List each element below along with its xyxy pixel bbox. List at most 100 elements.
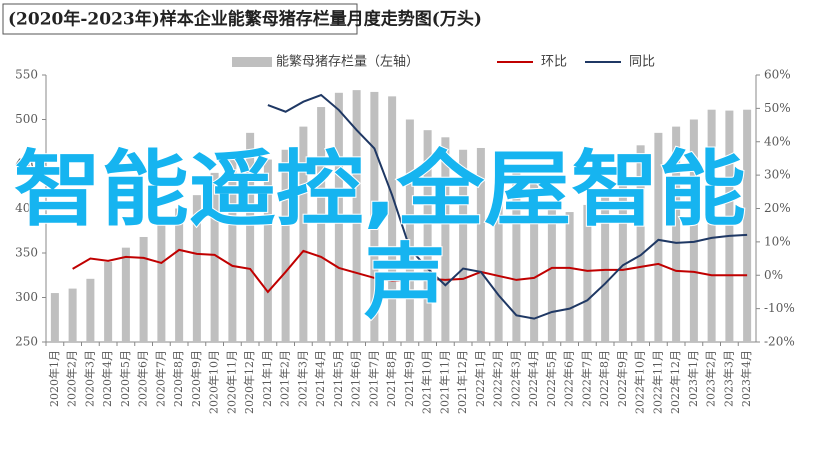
x-tick-label: 2021年10月 <box>420 350 434 414</box>
x-tick-label: 2022年1月 <box>473 350 487 407</box>
bar <box>654 132 663 342</box>
y2-tick-label: 0% <box>764 268 783 282</box>
x-tick-label: 2020年8月 <box>171 350 185 407</box>
bar <box>672 126 681 343</box>
bar <box>157 221 166 342</box>
bar <box>50 293 59 342</box>
y2-tick-label: 10% <box>764 234 791 248</box>
y2-tick-label: 60% <box>764 68 791 82</box>
bar <box>618 164 627 342</box>
bar <box>334 92 343 342</box>
bar <box>246 132 255 342</box>
bar <box>317 107 326 342</box>
x-tick-label: 2022年5月 <box>544 350 558 407</box>
line-series <box>72 248 748 294</box>
bar <box>405 119 414 342</box>
x-tick-label: 2021年11月 <box>437 350 451 414</box>
x-tick-label: 2022年4月 <box>526 350 540 407</box>
bar <box>352 90 361 342</box>
x-tick-label: 2022年9月 <box>615 350 629 407</box>
x-tick-label: 2021年6月 <box>349 350 363 407</box>
x-tick-label: 2021年3月 <box>295 350 309 407</box>
x-tick-label: 2022年6月 <box>562 350 576 407</box>
x-tick-label: 2020年6月 <box>136 350 150 407</box>
bar <box>476 147 485 342</box>
y-tick-label: 500 <box>15 112 38 126</box>
x-tick-label: 2020年7月 <box>153 350 167 407</box>
x-tick-label: 2023年2月 <box>704 350 718 407</box>
legend-label: 环比 <box>541 55 567 70</box>
x-tick-label: 2022年3月 <box>508 350 522 407</box>
y-tick-label: 350 <box>15 246 38 260</box>
x-tick-label: 2020年9月 <box>189 350 203 407</box>
x-tick-label: 2022年8月 <box>597 350 611 407</box>
x-tick-label: 2023年1月 <box>686 350 700 407</box>
legend-swatch <box>232 57 272 67</box>
x-tick-label: 2023年3月 <box>721 350 735 407</box>
y2-tick-label: 30% <box>764 168 791 182</box>
bar <box>210 172 219 342</box>
x-tick-label: 2020年2月 <box>65 350 79 407</box>
x-tick-label: 2021年9月 <box>402 350 416 407</box>
bar <box>689 119 698 342</box>
line-series <box>267 93 748 320</box>
x-tick-label: 2022年11月 <box>650 350 664 414</box>
chart-title: (2020年-2023年)样本企业能繁母猪存栏量月度走势图(万头) <box>8 9 482 30</box>
bar <box>86 278 95 342</box>
x-tick-label: 2021年5月 <box>331 350 345 407</box>
x-tick-label: 2020年5月 <box>118 350 132 407</box>
bar <box>121 247 130 342</box>
bar <box>459 149 468 342</box>
bar <box>743 109 752 343</box>
y2-tick-label: 40% <box>764 134 791 148</box>
x-tick-label: 2020年12月 <box>242 350 256 414</box>
x-tick-label: 2022年7月 <box>579 350 593 407</box>
x-tick-label: 2021年8月 <box>384 350 398 407</box>
x-tick-label: 2021年2月 <box>278 350 292 407</box>
bar <box>263 159 272 342</box>
x-tick-label: 2022年10月 <box>633 350 647 414</box>
bar <box>175 208 184 342</box>
bar <box>583 204 592 342</box>
bar <box>601 189 610 342</box>
title-box <box>2 3 358 35</box>
x-tick-label: 2022年2月 <box>491 350 505 407</box>
overlay-text: 智能遥控,全屋智能 <box>14 142 746 237</box>
x-tick-label: 2023年4月 <box>739 350 753 407</box>
y2-tick-label: -20% <box>764 335 795 349</box>
y-tick-label: 300 <box>15 290 38 304</box>
bar <box>139 236 148 342</box>
y2-tick-label: 20% <box>764 201 791 215</box>
overlay-text: 声 <box>364 235 446 330</box>
bar <box>494 155 503 342</box>
y-tick-label: 550 <box>15 68 38 82</box>
bar <box>281 149 290 342</box>
bar <box>547 204 556 342</box>
legend-label: 同比 <box>629 55 655 70</box>
bar <box>512 164 521 342</box>
bar <box>565 212 574 342</box>
legend-label: 能繁母猪存栏量（左轴） <box>276 54 419 70</box>
bar <box>707 109 716 343</box>
y2-tick-label: -10% <box>764 301 795 315</box>
bar <box>104 261 113 342</box>
bar <box>530 180 539 342</box>
bar <box>725 110 734 342</box>
y2-tick-label: 50% <box>764 101 791 115</box>
x-tick-label: 2020年11月 <box>224 350 238 414</box>
x-tick-label: 2021年4月 <box>313 350 327 407</box>
bar <box>228 152 237 342</box>
x-tick-label: 2020年1月 <box>47 350 61 407</box>
bar <box>388 96 397 342</box>
x-tick-label: 2020年4月 <box>100 350 114 407</box>
x-tick-label: 2021年1月 <box>260 350 274 407</box>
x-tick-label: 2020年3月 <box>82 350 96 407</box>
x-tick-label: 2021年12月 <box>455 350 469 414</box>
bar <box>636 145 645 342</box>
y-tick-label: 400 <box>15 201 38 215</box>
x-tick-label: 2022年12月 <box>668 350 682 414</box>
bar <box>192 195 201 342</box>
x-tick-label: 2020年10月 <box>207 350 221 414</box>
bar <box>441 137 450 342</box>
